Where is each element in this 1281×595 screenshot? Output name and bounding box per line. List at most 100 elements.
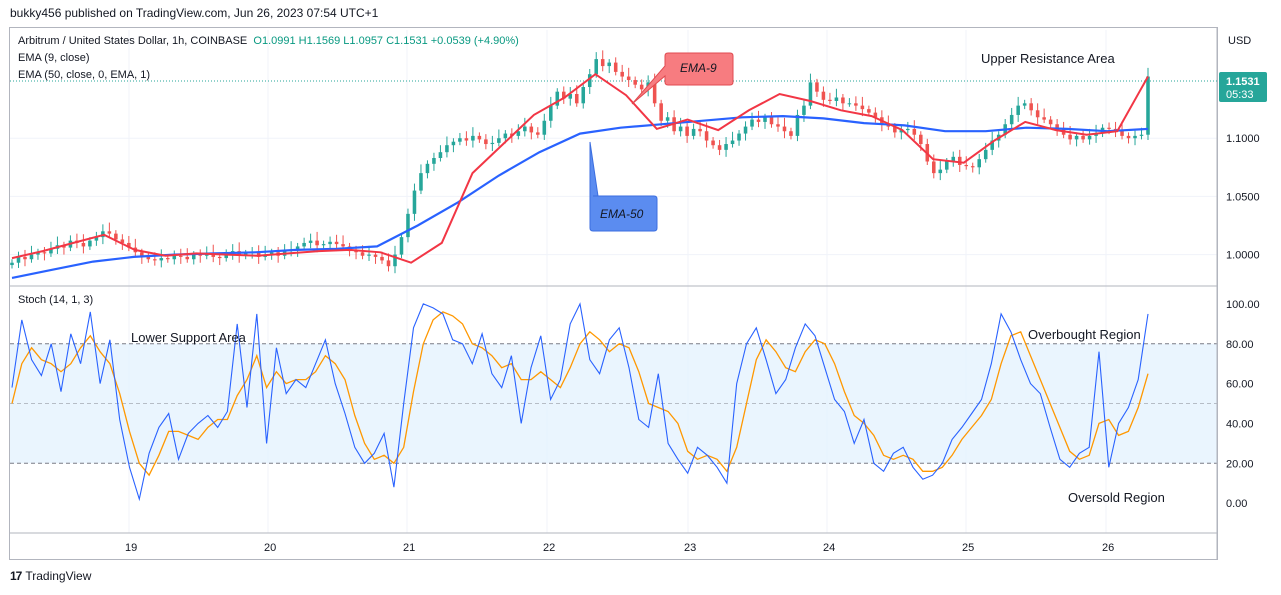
- candle-body: [295, 246, 300, 250]
- candle-body: [711, 140, 715, 146]
- price-axis[interactable]: 1.0000 1.0500 1.1000: [1226, 133, 1260, 261]
- time-tick-label: 19: [125, 542, 137, 554]
- candle-body: [665, 117, 670, 121]
- candle-body: [549, 105, 553, 121]
- oversold-label: Oversold Region: [1068, 490, 1165, 505]
- candle-body: [211, 253, 216, 257]
- price-tick-label: 1.0000: [1226, 250, 1260, 262]
- tradingview-logo-text: TradingView: [25, 569, 92, 583]
- candle-body: [1113, 128, 1118, 131]
- price-tick-label: 1.1000: [1226, 133, 1260, 145]
- candle-body: [529, 126, 534, 133]
- candle-body: [179, 255, 183, 257]
- price-legend[interactable]: Arbitrum / United States Dollar, 1h, COI…: [18, 35, 519, 47]
- candle-body: [16, 256, 21, 263]
- candle-body: [380, 256, 384, 261]
- candle-body: [756, 119, 761, 122]
- candle-body: [717, 145, 722, 150]
- candle-body: [49, 248, 53, 254]
- candle-body: [328, 241, 332, 245]
- candle-body: [1048, 119, 1053, 125]
- candle-body: [685, 126, 689, 136]
- candle-body: [1133, 135, 1137, 139]
- candle-body: [1022, 103, 1027, 106]
- candle-body: [153, 259, 157, 261]
- candle-body: [94, 237, 99, 241]
- candle-body: [536, 132, 540, 135]
- candle-body: [587, 74, 592, 88]
- candle-body: [607, 62, 611, 67]
- time-tick-label: 22: [543, 542, 555, 554]
- candle-body: [432, 158, 436, 164]
- candle-body: [23, 256, 27, 260]
- candle-body: [1107, 127, 1111, 129]
- candle-body: [425, 163, 430, 174]
- lower-support-label: Lower Support Area: [131, 330, 247, 345]
- ema9-callout: [631, 52, 734, 105]
- candle-body: [42, 252, 47, 254]
- candle-body: [763, 117, 767, 122]
- candle-body: [821, 91, 826, 100]
- candle-body: [185, 256, 190, 260]
- candle-body: [678, 126, 683, 132]
- candle-body: [613, 62, 618, 72]
- candle-body: [477, 135, 482, 140]
- candle-body: [938, 169, 943, 174]
- candle-body: [561, 91, 566, 99]
- candle-body: [581, 87, 586, 104]
- candle-body: [867, 109, 871, 113]
- candle-body: [698, 128, 702, 132]
- ema9-line: [11, 72, 1149, 264]
- candle-body: [730, 140, 735, 145]
- ema50-legend[interactable]: EMA (50, close, 0, EMA, 1): [18, 69, 151, 81]
- candle-body: [854, 103, 858, 106]
- candle-body: [659, 103, 663, 121]
- last-price-value: 1.1531: [1226, 76, 1260, 88]
- stoch-d-line: [11, 311, 1149, 477]
- candle-body: [620, 71, 624, 77]
- stoch-tick-label: 80.00: [1226, 339, 1254, 351]
- candle-body: [373, 254, 378, 257]
- candle-body: [315, 240, 319, 246]
- candle-body: [932, 161, 936, 174]
- time-tick-label: 26: [1102, 542, 1114, 554]
- candle-body: [1094, 133, 1098, 136]
- stoch-tick-label: 20.00: [1226, 458, 1254, 470]
- candle-body: [769, 117, 774, 125]
- candle-body: [789, 131, 793, 136]
- candle-body: [1087, 135, 1092, 140]
- stoch-axis[interactable]: 0.00 20.00 40.00 60.00 80.00 100.00: [1226, 299, 1260, 510]
- candle-body: [224, 254, 228, 259]
- time-axis[interactable]: 19 20 21 22 23 24 25 26: [125, 542, 1114, 554]
- candle-body: [1074, 135, 1079, 140]
- candle-body: [1029, 103, 1033, 111]
- time-tick-label: 20: [264, 542, 276, 554]
- candle-body: [217, 256, 222, 259]
- candle-body: [1009, 114, 1014, 125]
- candle-body: [341, 244, 345, 247]
- tradingview-logo[interactable]: 17 TradingView: [10, 569, 91, 583]
- time-tick-label: 24: [823, 542, 835, 554]
- candle-body: [10, 262, 14, 266]
- candle-body: [795, 114, 800, 136]
- candle-body: [808, 82, 813, 106]
- candle-body: [198, 254, 203, 256]
- ema9-legend[interactable]: EMA (9, close): [18, 52, 90, 64]
- candles-layer: [10, 50, 1150, 274]
- candle-body: [484, 139, 488, 145]
- bar-countdown: 05:33: [1226, 89, 1254, 101]
- candle-body: [438, 152, 443, 158]
- candle-body: [302, 242, 306, 247]
- candle-body: [743, 126, 748, 134]
- candle-body: [159, 258, 164, 261]
- candle-body: [724, 144, 728, 150]
- candle-body: [471, 135, 475, 141]
- candle-body: [737, 133, 741, 141]
- stoch-tick-label: 0.00: [1226, 498, 1247, 510]
- candle-body: [815, 82, 819, 92]
- currency-label: USD: [1228, 35, 1251, 47]
- candle-body: [458, 138, 462, 142]
- stoch-legend[interactable]: Stoch (14, 1, 3): [18, 294, 94, 306]
- candle-body: [120, 239, 125, 243]
